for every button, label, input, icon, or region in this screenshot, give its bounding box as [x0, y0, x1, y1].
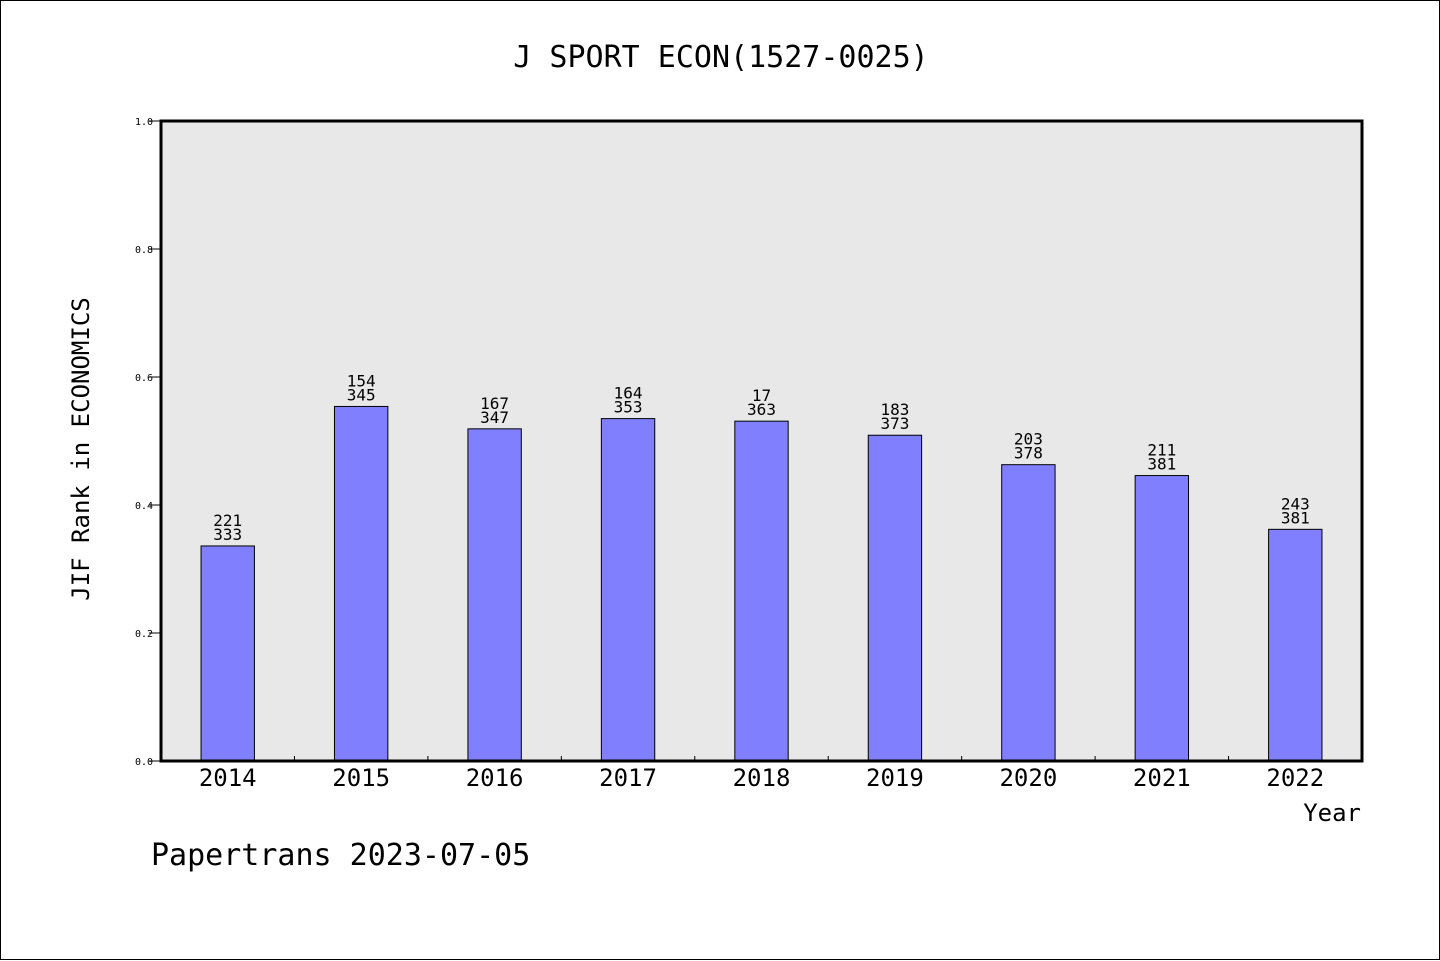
bar-2014: [200, 545, 255, 762]
data-label-rank-2015: 154: [347, 371, 376, 390]
bar-2019: [867, 434, 923, 762]
y-tick-label: 0.8: [135, 245, 153, 256]
x-axis-label: Year: [1303, 799, 1361, 827]
bar-2015: [333, 405, 389, 762]
data-label-total-2015: 345: [347, 385, 376, 404]
y-tick-label: 0.2: [135, 629, 153, 640]
data-label-total-2014: 333: [213, 525, 242, 544]
data-label-total-2016: 347: [480, 408, 509, 427]
data-label-total-2021: 381: [1147, 455, 1176, 474]
x-tick-label-2016: 2016: [466, 764, 524, 792]
x-tick-label-2022: 2022: [1266, 764, 1324, 792]
data-label-rank-2020: 203: [1014, 430, 1043, 449]
x-tick-label-2018: 2018: [733, 764, 791, 792]
bar-2021: [1134, 475, 1190, 762]
y-tick-label: 0.0: [135, 757, 153, 768]
y-tick-label: 0.6: [135, 373, 153, 384]
data-label-total-2020: 378: [1014, 444, 1043, 463]
bar-2022: [1268, 528, 1323, 762]
footer-credit: Papertrans 2023-07-05: [151, 838, 530, 873]
data-label-total-2019: 373: [880, 414, 909, 433]
data-label-rank-2022: 243: [1281, 494, 1310, 513]
x-tick-label-2015: 2015: [332, 764, 390, 792]
y-tick-label: 0.4: [135, 501, 153, 512]
bar-2016: [467, 428, 522, 762]
x-tick-label-2014: 2014: [199, 764, 257, 792]
data-label-rank-2021: 211: [1147, 441, 1176, 460]
data-label-total-2017: 353: [614, 398, 643, 417]
data-label-rank-2016: 167: [480, 394, 509, 413]
y-tick-label: 1.0: [135, 117, 153, 128]
data-label-rank-2019: 183: [880, 400, 909, 419]
x-tick-label-2017: 2017: [599, 764, 657, 792]
x-tick-label-2020: 2020: [999, 764, 1057, 792]
x-tick-label-2019: 2019: [866, 764, 924, 792]
data-label-total-2022: 381: [1281, 508, 1310, 527]
data-label-rank-2018: 17: [752, 386, 771, 405]
y-axis-label: JIF Rank in ECONOMICS: [67, 297, 95, 600]
bar-2018: [734, 420, 789, 762]
chart-title: J SPORT ECON(1527-0025): [513, 40, 928, 75]
bar-2017: [600, 418, 656, 762]
ticks-layer: 2014 2015 2016 2017 2018 2019 2020 2021 2022 0.0 0…: [135, 117, 1324, 792]
data-label-rank-2014: 221: [213, 511, 242, 530]
x-tick-label-2021: 2021: [1133, 764, 1191, 792]
data-label-total-2018: 363: [747, 400, 776, 419]
data-label-rank-2017: 164: [614, 384, 643, 403]
bar-2020: [1001, 464, 1056, 762]
plot-border: [159, 119, 1364, 763]
